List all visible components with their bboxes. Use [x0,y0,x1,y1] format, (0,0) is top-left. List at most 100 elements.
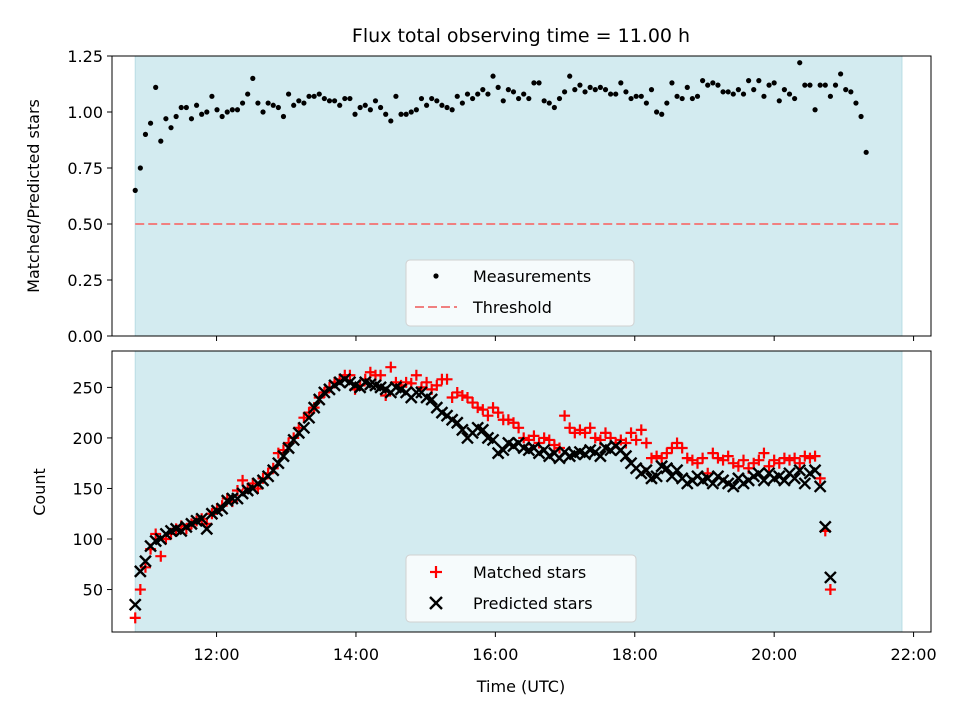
x-axis-ticks-top [216,336,915,341]
measurement-point [475,91,481,97]
predicted-star-point [226,492,239,505]
predicted-star-point [496,443,510,457]
measurement-point [153,84,159,90]
measurement-point [597,84,603,90]
measurement-point [735,87,741,93]
predicted-star-point [798,477,812,490]
matched-star-point [559,410,571,422]
measurement-point [623,89,629,95]
measurement-point [316,91,322,97]
measurement-point [214,107,220,113]
predicted-star-point [706,477,720,490]
measurement-point [633,93,639,99]
predicted-star-point [594,449,607,463]
measurement-point [531,80,537,86]
measurement-point [832,82,839,88]
measurement-point [377,104,384,111]
measurement-point [725,89,731,95]
measurement-point [505,87,511,93]
matched-star-point [625,427,637,439]
predicted-star-point [139,554,152,568]
measurement-point [291,102,297,108]
measurement-point [812,107,818,113]
measurement-point [766,82,772,88]
predicted-star-point [670,463,684,477]
matched-star-point [441,373,453,385]
matched-star-point [645,452,657,464]
predicted-star-point [808,463,822,477]
matched-star-point [237,474,249,486]
legend-marker-predicted [429,596,443,610]
predicted-star-point [272,456,285,470]
matched-star-point [738,454,750,466]
matched-star-point [584,422,596,434]
measurement-point [331,98,338,104]
measurement-point [567,73,573,79]
predicted-star-point [456,423,469,437]
measurement-point [372,98,379,104]
x-tick-label: 16:00 [472,645,518,664]
predicted-star-point [650,469,663,483]
y-tick-label-top: 1.00 [67,103,103,122]
measurement-point [740,91,747,97]
predicted-star-point [660,461,674,475]
measurement-point [193,102,200,108]
measurement-point [347,95,353,102]
measurement-point [388,118,394,124]
measurement-point [521,91,527,97]
measurement-point [490,73,496,79]
predicted-star-point [619,449,633,463]
measurement-point [408,109,414,115]
measurement-point [485,91,491,97]
matched-star-point [763,460,775,472]
y-axis-label-top: Matched/Predicted stars [24,99,43,293]
measurement-point [858,113,864,120]
measurement-point [710,80,716,86]
matched-star-point [630,434,642,446]
predicted-star-point [425,393,439,406]
measurement-point [761,93,767,99]
matched-star-point [824,584,836,596]
measurement-point [255,100,261,106]
measurement-point [776,98,782,104]
predicted-star-point [266,463,280,477]
measurement-point [285,91,292,97]
measurement-point [715,82,721,88]
matched-star-point [671,437,683,449]
predicted-star-point [133,565,147,578]
matched-star-point [676,442,688,454]
axes-frame-top [111,55,932,337]
x-tick-label: 18:00 [612,645,658,664]
predicted-star-point [824,571,837,584]
measurement-point [183,104,189,111]
matched-star-point [543,434,555,446]
predicted-star-point [640,463,653,477]
measurement-point [163,116,169,122]
legend-marker-matched [430,566,442,578]
matched-star-point [467,397,479,409]
measurement-point [464,91,471,97]
measurement-point [444,104,450,111]
predicted-star-point [128,598,142,612]
matched-star-point [651,450,663,462]
legend-marker-measurements [433,273,439,279]
legend-bottom: Matched stars Predicted stars [405,554,637,623]
y-axis-ticks-bottom: 50 100 150 200 250 [72,378,112,600]
measurement-point [147,120,154,126]
measurement-point [546,100,552,106]
measurement-point [480,87,486,93]
measurement-point [541,98,547,104]
measurement-point [342,95,348,102]
matched-star-point [482,410,494,422]
matched-star-point [507,417,519,429]
measurement-point [188,116,195,122]
y-tick-label-bottom: 150 [72,479,103,498]
count-panel: 50 100 150 200 250 12:00 14:00 16:00 18:00 20:00… [30,350,937,696]
y-tick-label-top: 1.25 [67,47,103,66]
measurement-point [613,91,619,97]
measurement-point [694,93,701,99]
y-tick-label-bottom: 250 [72,378,103,397]
measurement-point [439,102,445,108]
matched-star-point [385,361,397,373]
legend-label-matched: Matched stars [473,563,586,582]
